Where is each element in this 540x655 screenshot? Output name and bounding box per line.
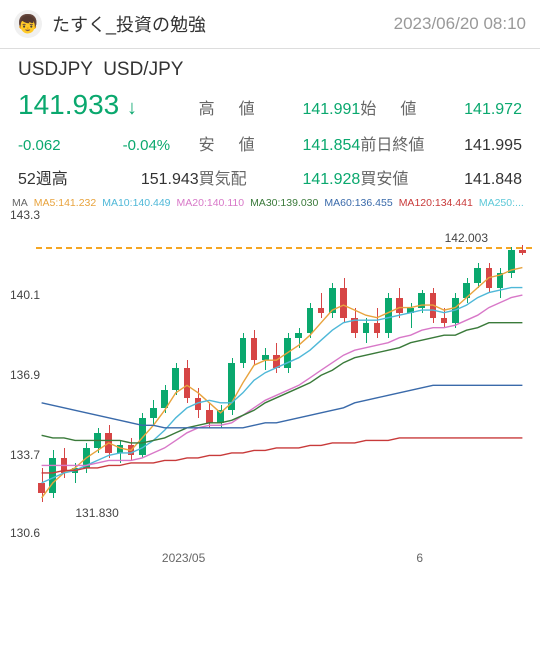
candle-body [519,250,526,253]
ma-legend-item: MA250:... [479,197,524,209]
candle-body [117,445,124,453]
candle-body [262,355,269,360]
x-axis-tick: 2023/05 [162,551,205,565]
candle-body [206,410,213,423]
stat-label: 前日終値 [360,131,436,155]
avatar[interactable]: 👦 [14,10,42,38]
stat-label: 買気配 [199,165,275,189]
candle-body [486,268,493,288]
candle-body [49,458,56,493]
candle-body [474,268,481,283]
candle-body [83,448,90,468]
candle-body [184,368,191,398]
stat-label: 高 値 [199,95,275,119]
price-marker-label: 142.003 [445,231,488,245]
x-axis-tick: 6 [416,551,423,565]
ma-legend: MAMA5:141.232MA10:140.449MA20:140.110MA3… [0,191,540,211]
stat-value: 141.854 [275,137,361,155]
pair: USD/JPY [103,59,183,80]
candle-body [72,468,79,473]
candle-body [217,410,224,423]
y-axis-tick: 140.1 [10,288,40,302]
candle-body [441,318,448,323]
symbol: USDJPY [18,59,93,80]
ma-legend-item: MA60:136.455 [324,197,392,209]
quote-panel: USDJPY USD/JPY 141.933 ↓高 値141.991始 値141… [0,49,540,191]
candle-body [172,368,179,391]
candle-body [418,293,425,308]
candle-body [105,433,112,453]
candle-body [251,338,258,361]
candle-body [396,298,403,313]
stat-label: 買安値 [360,165,436,189]
candle-body [307,308,314,333]
y-axis-tick: 133.7 [10,448,40,462]
username[interactable]: たすく_投資の勉強 [52,11,394,37]
ma-legend-item: MA120:134.441 [399,197,473,209]
candle-body [340,288,347,318]
stat-value: 141.848 [436,171,522,189]
stat-label: 始 値 [360,95,436,119]
candle-body [139,418,146,456]
price-marker-line [36,247,532,249]
candle-body [318,308,325,313]
week52-value: 151.943 [123,171,199,189]
y-axis-tick: 143.3 [10,208,40,222]
stat-value: 141.928 [275,171,361,189]
candle-body [38,483,45,493]
candle-wick [411,303,412,328]
candle-body [430,293,437,318]
y-axis-tick: 130.6 [10,526,40,540]
ma-legend-item: MA20:140.110 [177,197,245,209]
candle-body [508,250,515,273]
price-change: -0.062 [18,137,123,154]
stat-value: 141.991 [275,101,361,119]
y-axis-tick: 136.9 [10,368,40,382]
candle-body [385,298,392,333]
stat-label: 安 値 [199,131,275,155]
stats-grid: 141.933 ↓高 値141.991始 値141.972 -0.062-0.04… [18,89,522,189]
candle-body [128,445,135,455]
candle-body [452,298,459,323]
candle-body [94,433,101,448]
ma-legend-item: MA5:141.232 [34,197,96,209]
week52-label: 52週高 [18,165,123,189]
candle-body [240,338,247,363]
post-header: 👦 たすく_投資の勉強 2023/06/20 08:10 [0,0,540,48]
candle-body [463,283,470,298]
candle-body [284,338,291,368]
candle-body [329,288,336,313]
candle-body [228,363,235,411]
candle-wick [321,293,322,318]
candle-body [497,273,504,288]
ma-legend-item: MA10:140.449 [102,197,170,209]
price-change-pct: -0.04% [123,137,199,154]
low-marker-label: 131.830 [75,506,118,520]
candle-body [407,308,414,313]
candle-body [363,323,370,333]
candle-body [195,398,202,411]
candle-body [374,323,381,333]
candle-body [150,408,157,418]
last-price: 141.933 ↓ [18,89,199,121]
candle-body [61,458,68,473]
arrow-down-icon: ↓ [127,97,137,119]
candle-body [351,318,358,333]
stat-value: 141.972 [436,101,522,119]
price-chart[interactable]: 143.3 140.1 136.9 133.7 130.6 2023/05 6 142.003… [4,211,536,565]
candle-body [161,390,168,408]
candle-body [295,333,302,338]
candle-body [273,355,280,368]
symbol-row: USDJPY USD/JPY [18,59,522,81]
timestamp: 2023/06/20 08:10 [394,14,526,34]
candle-wick [75,463,76,483]
ma-lines [4,211,536,551]
candle-wick [299,328,300,348]
ma-legend-item: MA30:139.030 [250,197,318,209]
stat-value: 141.995 [436,137,522,155]
